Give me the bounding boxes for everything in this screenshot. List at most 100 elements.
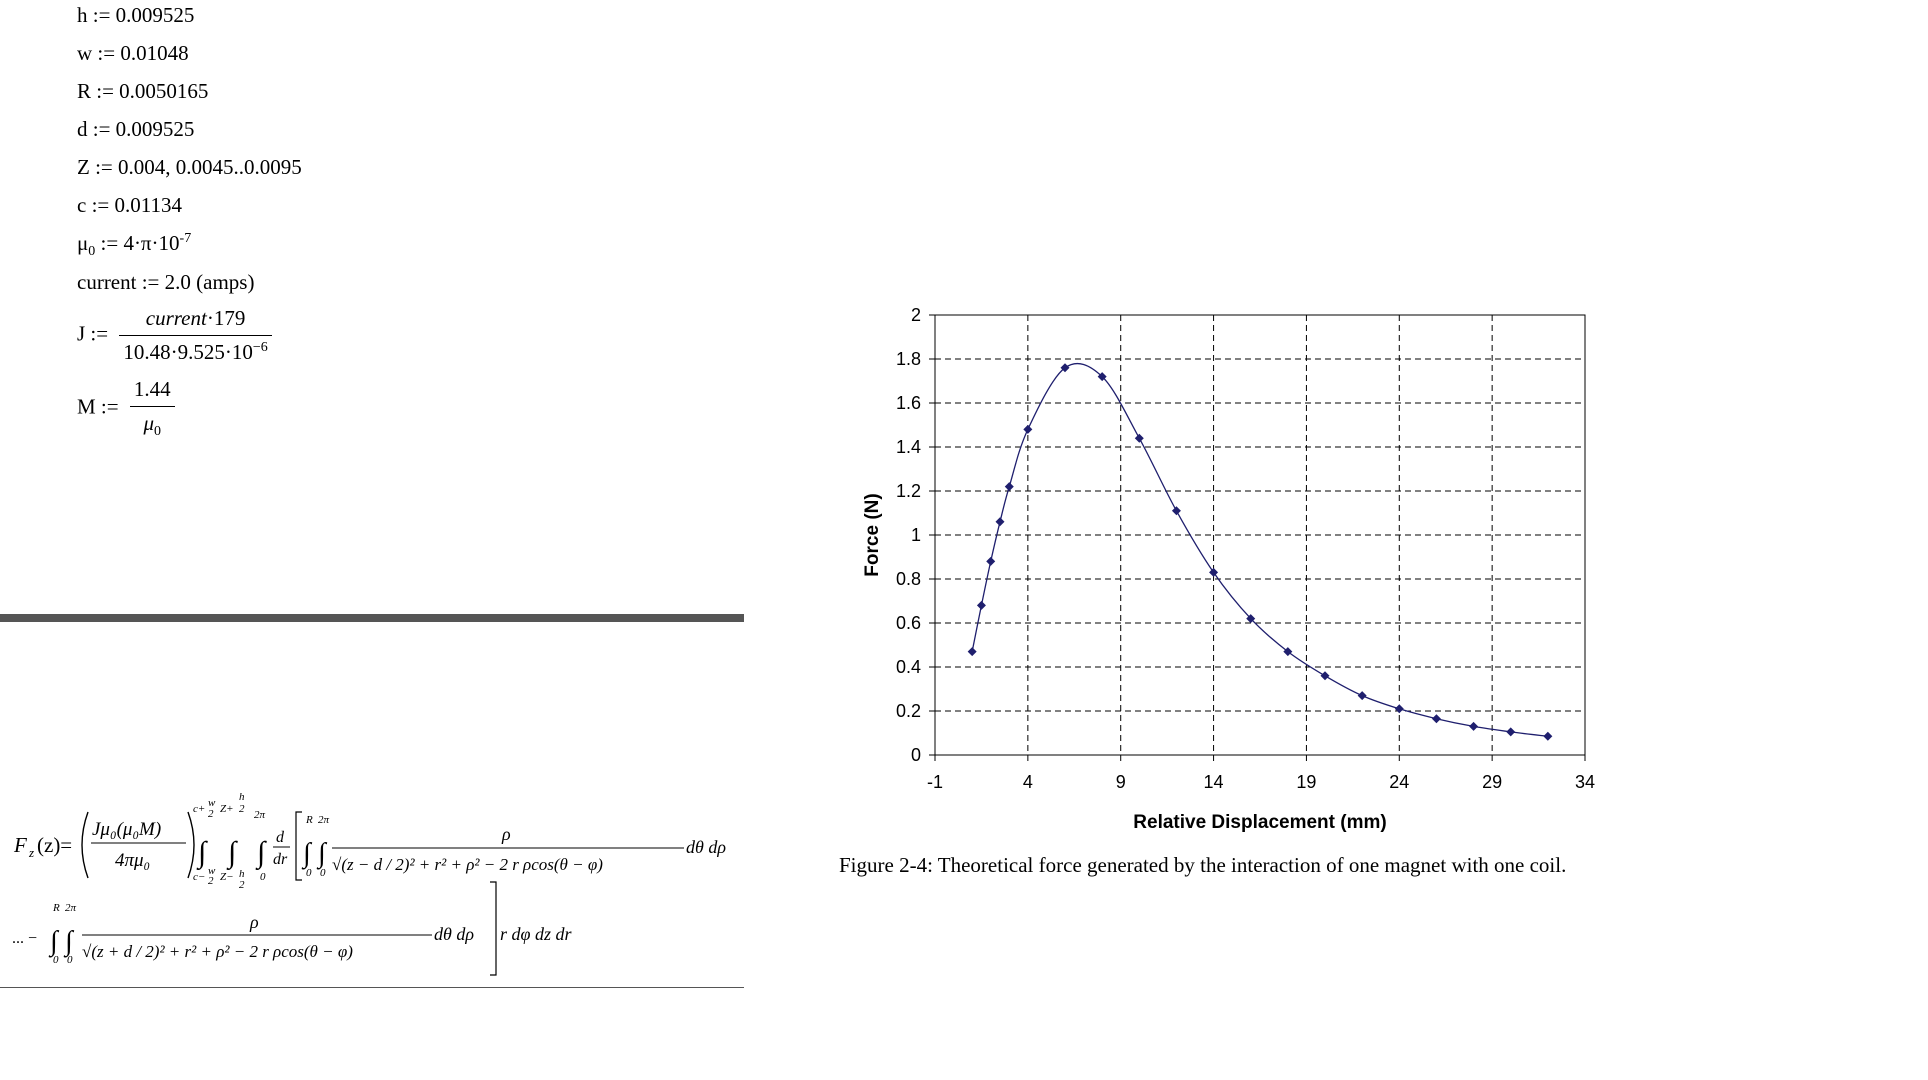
data-point-marker [1320, 671, 1330, 681]
integral-sign: ∫ [48, 926, 60, 958]
J-label: J := [77, 321, 109, 346]
data-point-marker [1506, 727, 1516, 737]
lim-w-bot: w [208, 865, 216, 877]
y-tick-label: 1.6 [896, 393, 921, 413]
y-tick-label: 0.8 [896, 569, 921, 589]
x-tick-label: 24 [1389, 772, 1409, 792]
lim-R: R [305, 814, 313, 826]
data-point-marker [1134, 433, 1144, 443]
data-point-marker [1431, 714, 1441, 724]
force-displacement-chart: 0 0.2 0.4 0.6 0.8 1 1.2 1.4 1.6 1.8 2 -1 4 9 14 19 24 29… [862, 305, 1595, 833]
data-point-marker [967, 647, 977, 657]
mu0-subscript: 0 [88, 244, 96, 260]
x-tick-label: 34 [1575, 772, 1595, 792]
eq-lhs-arg: (z)= [37, 833, 72, 857]
lim-h-top: h [239, 791, 245, 803]
eq-den-2: √(z + d / 2)² + r² + ρ² − 2 r ρcos(θ − φ… [82, 942, 353, 961]
section-divider-thin [0, 987, 744, 988]
y-tick-label: 1.8 [896, 349, 921, 369]
lim-h-bot: h [239, 868, 245, 880]
x-axis-label: Relative Displacement (mm) [1133, 812, 1386, 833]
lim-w-top: w [208, 797, 216, 809]
J-den-exp: −6 [252, 340, 268, 355]
section-divider-thick [0, 614, 744, 622]
def-c: c := 0.01134 [77, 193, 182, 217]
y-axis-label: Force (N) [862, 493, 883, 576]
def-mu0: μ0 := 4·π·10-7 [77, 231, 191, 260]
y-tick-label: 1 [911, 525, 921, 545]
chart-grid [935, 315, 1585, 755]
data-point-marker [1023, 424, 1033, 434]
integral-sign: ∫ [196, 836, 208, 871]
y-tick-label: 0.6 [896, 613, 921, 633]
eq-den-1: √(z − d / 2)² + r² + ρ² − 2 r ρcos(θ − φ… [332, 855, 603, 874]
def-h: h := 0.009525 [77, 3, 195, 27]
J-den-base: 10.48·9.525·10 [123, 340, 253, 364]
M-den-sub: 0 [154, 424, 161, 440]
figure-caption: Figure 2-4: Theoretical force generated … [839, 853, 1567, 877]
lim-0-2: 0 [53, 954, 59, 966]
eq-diff-1: dθ dρ [686, 837, 726, 857]
data-point-marker [1097, 372, 1107, 382]
lim-outer-bot: c− [193, 871, 205, 883]
y-tick-label: 1.2 [896, 481, 921, 501]
mu0-symbol: μ [77, 231, 89, 255]
lim-0-inner: 0 [306, 867, 312, 879]
def-w: w := 0.01048 [77, 41, 189, 65]
M-den: μ [143, 411, 154, 435]
data-point-marker [995, 517, 1005, 527]
data-point-marker [986, 556, 996, 566]
lim-0-2b: 0 [67, 954, 73, 966]
data-point-marker [1357, 691, 1367, 701]
eq-tail: r dφ dz dr [500, 924, 572, 944]
eq-prefactor-num: Jμ₀(μ₀M) [92, 819, 161, 840]
eq-rho-2: ρ [249, 912, 259, 932]
force-equation: F z (z)= Jμ₀(μ₀M) 4πμ₀ ∫ ∫ ∫ c+ w 2 Z+ h… [12, 791, 726, 976]
x-tick-label: 9 [1116, 772, 1126, 792]
data-point-marker [976, 600, 986, 610]
J-num-rest: ·179 [206, 306, 246, 330]
M-label: M := [77, 394, 119, 419]
lim-0-inner2: 0 [320, 867, 326, 879]
eq-lhs-sub: z [28, 845, 34, 860]
eq-prefactor-den: 4πμ₀ [115, 850, 150, 871]
lim-2pi-top: 2π [254, 809, 266, 821]
def-d: d := 0.009525 [77, 117, 195, 141]
lim-0-bot: 0 [260, 871, 266, 883]
x-tick-label: -1 [927, 772, 943, 792]
def-J: J := current·179 10.48·9.525·10−6 [77, 306, 272, 365]
def-Z: Z := 0.004, 0.0045..0.0095 [77, 155, 302, 179]
lim-2b-top: 2 [239, 803, 245, 815]
data-point-marker [1060, 363, 1070, 373]
lim-2c-bot: 2 [239, 879, 245, 891]
data-point-marker [1469, 721, 1479, 731]
lim-outer-top: c+ [193, 803, 205, 815]
def-M: M := 1.44 μ0 [77, 377, 175, 440]
y-tick-label: 2 [911, 305, 921, 325]
J-num-var: current [145, 306, 207, 330]
lim-R-2: R [52, 902, 60, 914]
mu0-exponent: -7 [179, 231, 192, 246]
integral-sign: ∫ [255, 836, 267, 871]
eq-lhs: F [13, 833, 27, 857]
y-tick-label: 0.2 [896, 701, 921, 721]
data-point-marker [1171, 506, 1181, 516]
lim-2-top: 2 [208, 808, 214, 820]
lim-z-top: Z+ [220, 803, 234, 815]
x-tick-label: 4 [1023, 772, 1033, 792]
eq-continuation: ... − [12, 930, 37, 947]
integral-sign: ∫ [63, 926, 75, 958]
force-curve [971, 362, 1548, 737]
lim-2pi-inner: 2π [318, 814, 330, 826]
M-fraction: 1.44 μ0 [129, 377, 175, 440]
x-tick-label: 29 [1482, 772, 1502, 792]
data-point-marker [1283, 647, 1293, 657]
lim-2-bot: 2 [208, 875, 214, 887]
x-tick-label: 19 [1296, 772, 1316, 792]
y-axis-ticks: 0 0.2 0.4 0.6 0.8 1 1.2 1.4 1.6 1.8 2 [896, 305, 935, 765]
data-points [967, 363, 1553, 741]
deriv-dr: dr [273, 851, 288, 868]
M-num: 1.44 [129, 377, 175, 407]
y-tick-label: 1.4 [896, 437, 921, 457]
y-tick-label: 0.4 [896, 657, 921, 677]
